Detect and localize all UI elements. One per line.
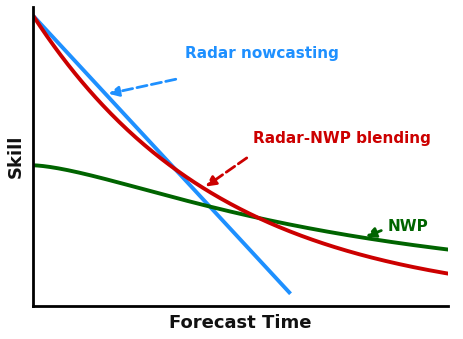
Text: Radar-NWP blending: Radar-NWP blending xyxy=(253,131,430,146)
X-axis label: Forecast Time: Forecast Time xyxy=(169,314,311,332)
Text: NWP: NWP xyxy=(387,219,428,234)
Y-axis label: Skill: Skill xyxy=(7,135,25,178)
Text: Radar nowcasting: Radar nowcasting xyxy=(184,46,338,61)
